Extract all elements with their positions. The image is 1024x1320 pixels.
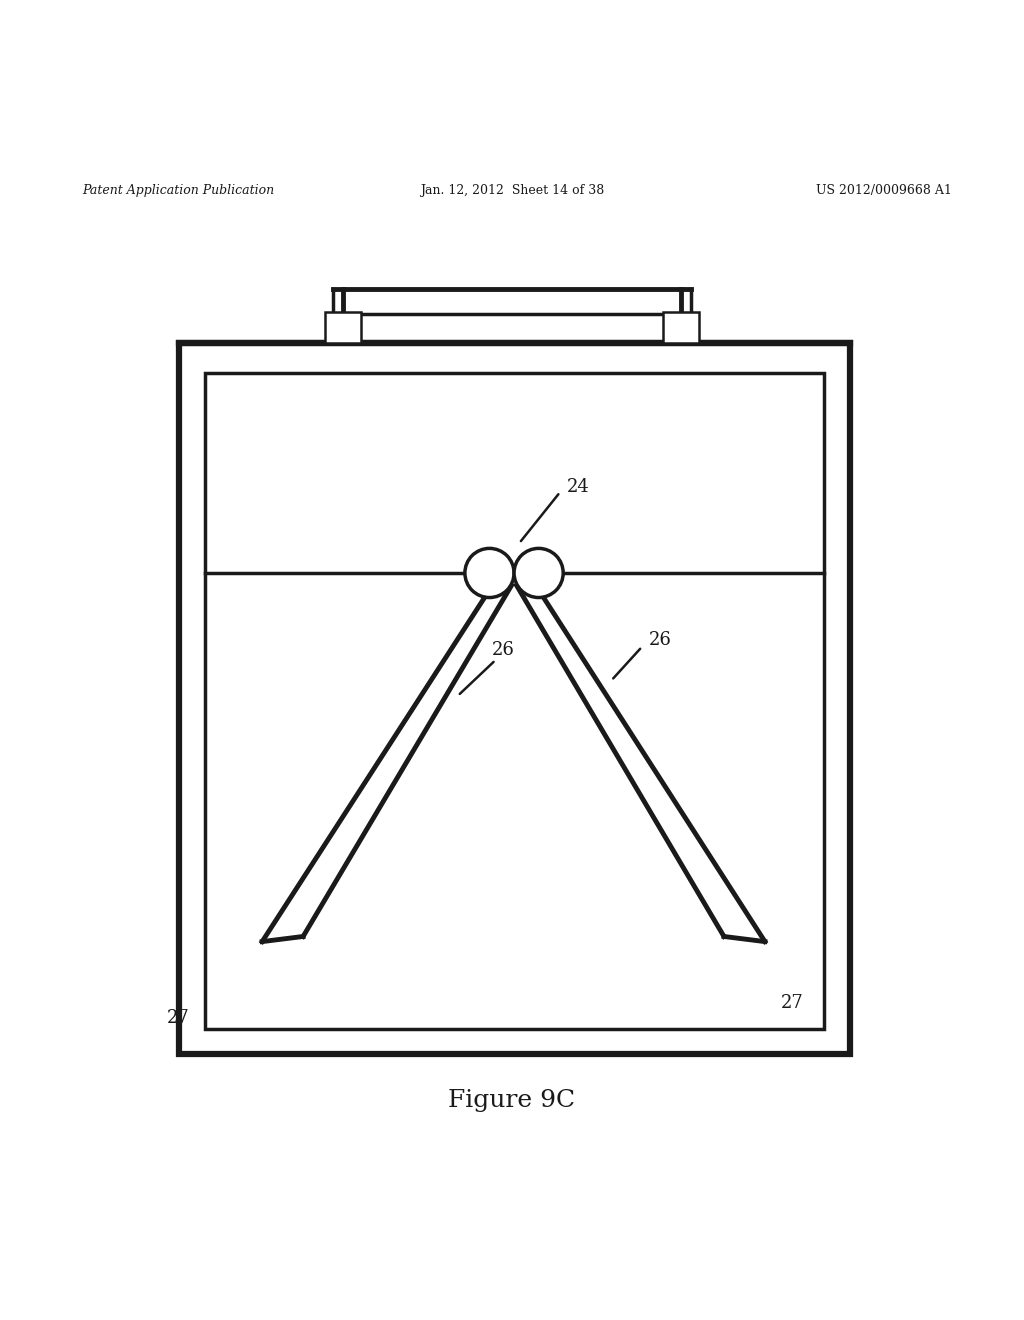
Circle shape bbox=[514, 548, 563, 598]
Text: US 2012/0009668 A1: US 2012/0009668 A1 bbox=[816, 183, 952, 197]
FancyBboxPatch shape bbox=[205, 374, 824, 1028]
Text: 27: 27 bbox=[781, 994, 804, 1012]
Text: Figure 9C: Figure 9C bbox=[449, 1089, 575, 1111]
Text: Patent Application Publication: Patent Application Publication bbox=[82, 183, 274, 197]
Text: 27: 27 bbox=[167, 1010, 189, 1027]
FancyBboxPatch shape bbox=[325, 312, 361, 343]
Circle shape bbox=[465, 548, 514, 598]
FancyBboxPatch shape bbox=[663, 312, 699, 343]
Text: Jan. 12, 2012  Sheet 14 of 38: Jan. 12, 2012 Sheet 14 of 38 bbox=[420, 183, 604, 197]
Text: 24: 24 bbox=[567, 478, 590, 496]
Text: 26: 26 bbox=[649, 631, 672, 648]
FancyBboxPatch shape bbox=[179, 343, 850, 1055]
Text: 26: 26 bbox=[492, 640, 514, 659]
